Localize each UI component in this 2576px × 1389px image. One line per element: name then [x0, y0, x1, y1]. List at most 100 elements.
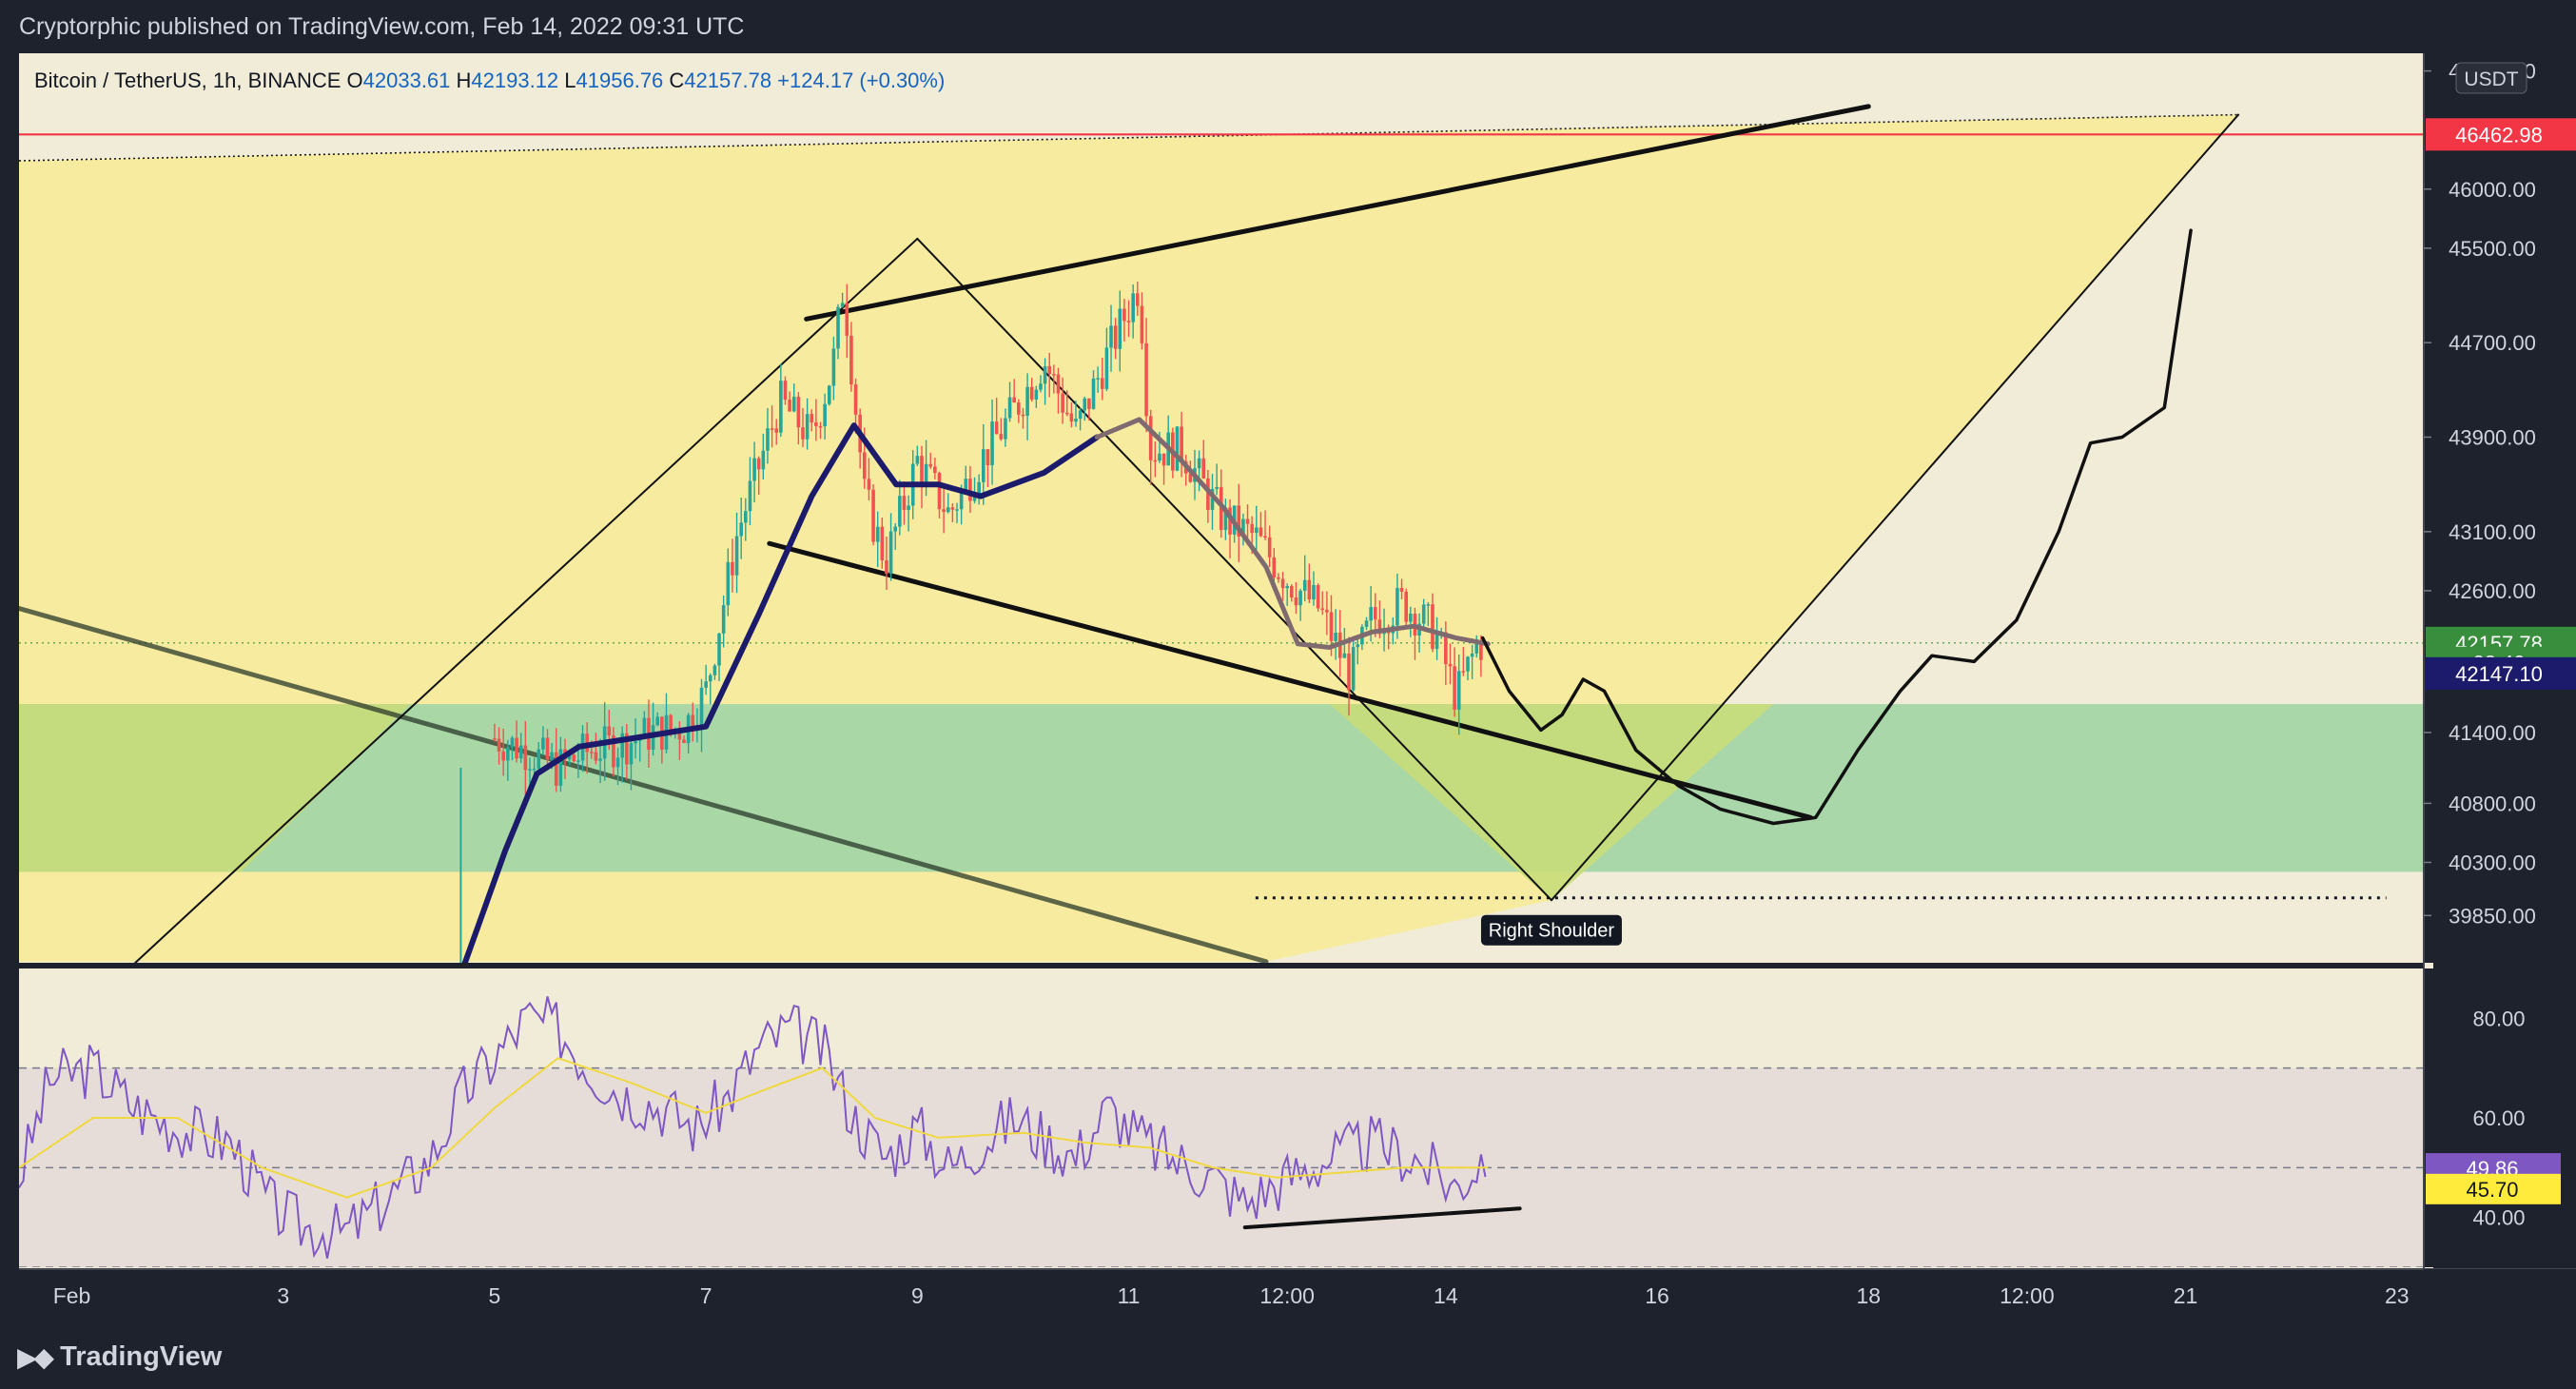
candle-body [994, 421, 999, 435]
candle-body [558, 749, 563, 786]
candle-body [849, 335, 853, 385]
dotted-pattern-top [19, 113, 2239, 162]
rsi-tick-label: 60.00 [2472, 1106, 2525, 1130]
time-label: 7 [700, 1283, 712, 1308]
candle-body [1307, 579, 1312, 599]
candle-body [840, 303, 845, 307]
price-tick-label: 41400.00 [2449, 721, 2536, 745]
publisher-line: Cryptorphic published on TradingView.com… [19, 13, 745, 40]
candle-body [567, 754, 572, 760]
candle-body [801, 427, 805, 440]
candle-body [1144, 342, 1148, 417]
candle-body [1206, 478, 1210, 510]
time-label: 21 [2174, 1283, 2198, 1308]
candle-body [721, 605, 726, 634]
long-descending-line [19, 606, 1269, 963]
rsi-ma-badge-bg [2426, 1173, 2561, 1204]
candle-body [1399, 588, 1404, 592]
candle-body [1329, 612, 1334, 641]
tradingview-logo[interactable]: ▶◆ TradingView [17, 1341, 222, 1373]
candle-body [928, 463, 933, 467]
candle-body [1241, 518, 1245, 537]
candle-body [1069, 413, 1074, 422]
candle-body [788, 400, 791, 412]
candle-body [950, 507, 955, 510]
candle-body [1426, 604, 1431, 606]
candle-body [612, 735, 615, 768]
candle-body [1285, 586, 1289, 589]
candle-body [598, 758, 602, 761]
price-tick-label: 40800.00 [2449, 792, 2536, 815]
rsi-pane[interactable] [19, 968, 2424, 1267]
candle-body [1118, 308, 1122, 349]
candle-body [1100, 378, 1104, 389]
ma-fast-line [461, 422, 1101, 963]
projection-path [1480, 228, 2193, 826]
candle-body [1470, 653, 1474, 657]
candle-body [942, 509, 946, 513]
price-axis-bg [2424, 53, 2576, 963]
currency-chip[interactable]: USDT [2455, 62, 2527, 94]
candle-body [691, 714, 695, 732]
candle-body [1158, 453, 1161, 461]
time-label: 12:00 [2000, 1283, 2055, 1308]
candle-body [999, 434, 1004, 440]
candle-body [770, 428, 774, 430]
candle-body [774, 428, 779, 433]
candle-body [1298, 590, 1302, 606]
price-axis[interactable]: 47000.0046000.0045500.0044700.0043900.00… [2423, 53, 2576, 1322]
candle-body [1254, 527, 1259, 534]
currency-chip-bg [2455, 62, 2527, 94]
diamond-bottom-right [1550, 113, 2240, 902]
candle-body [572, 754, 576, 762]
candle-body [1237, 505, 1241, 537]
right-shoulder-label[interactable]: Right Shoulder [1480, 914, 1622, 946]
candle-body [1109, 325, 1113, 348]
candle-body [1215, 486, 1219, 490]
price-tick-label: 43100.00 [2449, 520, 2536, 544]
time-axis[interactable]: Feb 3 5 7 9 11 12:00 14 16 18 12:00 21 23 [19, 1268, 2576, 1322]
candle-body [629, 743, 634, 765]
legend-part-8: 42157.78 [684, 68, 777, 92]
candle-body [1210, 489, 1215, 510]
candle-body [893, 526, 898, 532]
candle-body [1369, 607, 1373, 621]
candle-body [528, 769, 532, 771]
time-label: 23 [2385, 1283, 2410, 1308]
candle-body [867, 479, 871, 490]
candle-body [1404, 591, 1408, 622]
candle-body [518, 745, 523, 759]
main-pane[interactable] [19, 53, 2424, 968]
resistance-badge: 46462.98 [2426, 118, 2576, 151]
candle-body [1061, 393, 1064, 413]
price-tick-label: 44700.00 [2449, 331, 2536, 355]
candle-body [783, 381, 788, 401]
candle-body [1267, 537, 1272, 558]
candle-body [810, 414, 814, 422]
candle-body [968, 479, 972, 501]
candle-body [1091, 378, 1096, 409]
currency-chip-text: USDT [2464, 68, 2518, 90]
candle-body [615, 757, 620, 768]
candle-body [1083, 398, 1087, 411]
legend-part-4: 42193.12 [471, 68, 564, 92]
candle-body [990, 421, 994, 466]
candle-body [739, 522, 743, 537]
candle-body [717, 633, 721, 666]
candle-body [885, 560, 888, 575]
candle-body [1479, 642, 1483, 660]
diamond-top-left [134, 237, 919, 963]
candle-body [731, 561, 734, 576]
candle-body [1409, 614, 1413, 622]
candle-body [541, 737, 545, 750]
legend-part-0: Bitcoin / TetherUS, 1h, BINANCE [34, 68, 347, 92]
candle-body [888, 531, 893, 575]
time-label: 14 [1434, 1283, 1458, 1308]
candle-body [1122, 308, 1126, 322]
rsi-ma-line [19, 1057, 1489, 1199]
candle-body [1043, 366, 1047, 384]
legend-part-5: L [564, 68, 576, 92]
ohlc-legend: Bitcoin / TetherUS, 1h, BINANCE O42033.6… [34, 68, 945, 92]
